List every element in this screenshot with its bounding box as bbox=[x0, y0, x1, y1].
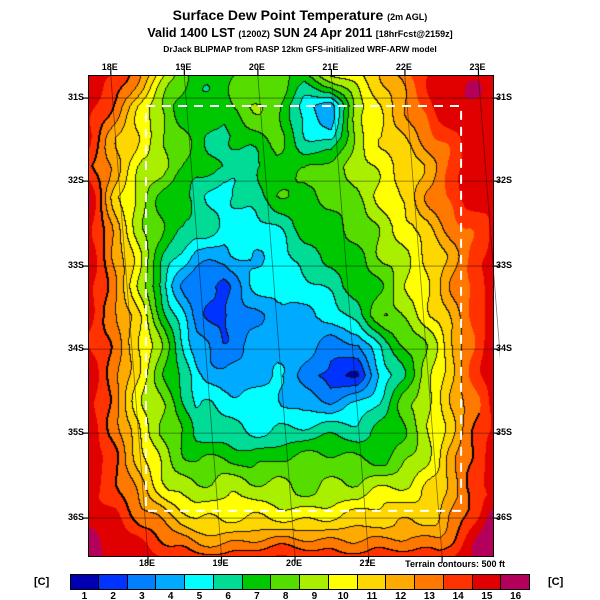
colorbar-swatch bbox=[327, 574, 358, 590]
colorbar-cell: 7 bbox=[241, 574, 272, 600]
colorbar-level-label: 9 bbox=[311, 591, 318, 600]
colorbar-cell: 4 bbox=[155, 574, 185, 600]
colorbar-cell: 11 bbox=[356, 574, 387, 600]
lon-tick-label-top: 18E bbox=[101, 62, 118, 72]
colorbar-swatch bbox=[155, 574, 185, 590]
colorbar-swatch bbox=[471, 574, 502, 590]
lat-tick-label-right: 35S bbox=[496, 427, 513, 438]
graticule-line bbox=[183, 75, 222, 557]
colorbar-units-right: [C] bbox=[548, 576, 564, 588]
colorbar-swatch bbox=[184, 574, 214, 590]
chart-title: Surface Dew Point Temperature (2m AGL) bbox=[0, 7, 600, 23]
colorbar-level-label: 7 bbox=[254, 591, 260, 600]
colorbar-level-label: 11 bbox=[366, 591, 378, 600]
colorbar-cell: 10 bbox=[327, 574, 358, 600]
colorbar-swatch bbox=[126, 574, 157, 590]
graticule-line bbox=[110, 75, 149, 557]
lat-tick-label-left: 33S bbox=[67, 260, 84, 271]
colorbar-cell: 14 bbox=[442, 574, 473, 600]
title-main: Surface Dew Point Temperature bbox=[172, 7, 384, 23]
colorbar-level-label: 10 bbox=[337, 591, 349, 600]
colorbar-swatch bbox=[356, 574, 387, 590]
graticule-line bbox=[478, 75, 500, 360]
colorbar-cell: 6 bbox=[212, 574, 243, 600]
colorbar-cell: 15 bbox=[471, 574, 502, 600]
valid-fcst: [18hrFcst@2159z] bbox=[375, 29, 453, 39]
colorbar-swatch bbox=[270, 574, 300, 590]
colorbar-level-label: 5 bbox=[196, 591, 203, 600]
graticule-line bbox=[331, 75, 369, 557]
colorbar-level-label: 14 bbox=[452, 591, 464, 600]
dewpoint-field-canvas bbox=[89, 76, 493, 556]
colorbar-cell: 2 bbox=[97, 574, 128, 600]
colorbar-cell: 16 bbox=[500, 574, 530, 600]
valid-time-line: Valid 1400 LST (1200Z) SUN 24 Apr 2011 [… bbox=[0, 26, 600, 40]
lon-tick-label-bottom: 20E bbox=[286, 558, 303, 568]
lat-tick-label-left: 34S bbox=[67, 343, 84, 354]
lat-tick-label-right: 33S bbox=[496, 260, 513, 271]
colorbar-swatch bbox=[299, 574, 329, 590]
colorbar-level-label: 16 bbox=[510, 591, 522, 600]
valid-date: SUN 24 Apr 2011 bbox=[273, 26, 373, 40]
colorbar-level-label: 2 bbox=[110, 591, 116, 600]
colorbar-cell: 3 bbox=[126, 574, 157, 600]
colorbar-swatch bbox=[70, 574, 99, 590]
valid-zulu: (1200Z) bbox=[238, 29, 270, 39]
lat-tick-label-right: 34S bbox=[496, 343, 513, 354]
colorbar-swatch bbox=[442, 574, 473, 590]
lon-tick-label-bottom: 19E bbox=[212, 558, 229, 568]
colorbar-level-label: 13 bbox=[423, 591, 435, 600]
terrain-contours-note: Terrain contours: 500 ft bbox=[405, 559, 505, 569]
lat-tick-label-right: 32S bbox=[496, 175, 513, 186]
colorbar: 1 2 3 4 5 6 7 8 9 10 11 12 13 14 15 16 bbox=[70, 574, 530, 600]
colorbar-swatch bbox=[414, 574, 444, 590]
colorbar-level-label: 1 bbox=[81, 591, 88, 600]
colorbar-level-label: 6 bbox=[225, 591, 231, 600]
lat-tick-label-left: 35S bbox=[67, 427, 84, 438]
colorbar-level-label: 15 bbox=[481, 591, 493, 600]
lon-tick-label-top: 22E bbox=[395, 62, 412, 72]
map-overlay bbox=[82, 69, 500, 563]
colorbar-swatch bbox=[241, 574, 272, 590]
lat-tick-label-right: 31S bbox=[496, 92, 513, 103]
lon-tick-label-top: 20E bbox=[248, 62, 265, 72]
lat-tick-label-left: 32S bbox=[67, 175, 84, 186]
colorbar-swatch bbox=[385, 574, 415, 590]
lat-tick-label-left: 31S bbox=[67, 92, 84, 103]
title-suffix: (2m AGL) bbox=[387, 12, 428, 22]
colorbar-cell: 9 bbox=[299, 574, 329, 600]
colorbar-cell: 1 bbox=[70, 574, 99, 600]
colorbar-level-label: 8 bbox=[282, 591, 289, 600]
lon-tick-label-bottom: 21E bbox=[359, 558, 376, 568]
lat-tick-label-left: 36S bbox=[67, 512, 84, 523]
lon-tick-label-top: 21E bbox=[322, 62, 339, 72]
graticule-line bbox=[404, 75, 443, 557]
colorbar-cell: 13 bbox=[414, 574, 444, 600]
colorbar-level-label: 3 bbox=[139, 591, 145, 600]
lon-tick-label-top: 19E bbox=[175, 62, 192, 72]
colorbar-cell: 12 bbox=[385, 574, 415, 600]
colorbar-level-label: 4 bbox=[167, 591, 174, 600]
colorbar-swatch bbox=[212, 574, 243, 590]
colorbar-cell: 8 bbox=[270, 574, 300, 600]
colorbar-swatch bbox=[97, 574, 128, 590]
colorbar-level-label: 12 bbox=[395, 591, 407, 600]
valid-prefix: Valid 1400 LST bbox=[147, 26, 235, 40]
colorbar-cell: 5 bbox=[184, 574, 214, 600]
graticule-line bbox=[257, 75, 296, 557]
lon-tick-label-bottom: 18E bbox=[138, 558, 155, 568]
inner-domain-box bbox=[144, 105, 463, 512]
model-info-line: DrJack BLIPMAP from RASP 12km GFS-initia… bbox=[163, 44, 437, 54]
lat-tick-label-right: 36S bbox=[496, 512, 513, 523]
map-plot-area bbox=[82, 69, 500, 563]
colorbar-units-left: [C] bbox=[34, 576, 50, 588]
lon-tick-label-top: 23E bbox=[469, 62, 486, 72]
colorbar-swatch bbox=[500, 574, 530, 590]
